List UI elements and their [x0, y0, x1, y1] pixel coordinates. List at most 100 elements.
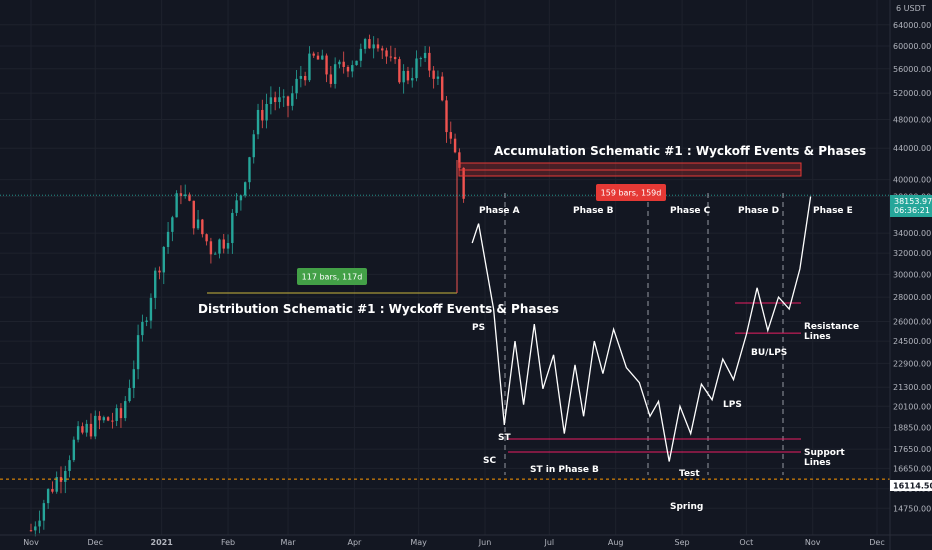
candle-body — [402, 70, 405, 83]
candle-body — [256, 109, 260, 135]
measure-box-green-label: 117 bars, 117d — [302, 273, 363, 282]
candle-body — [34, 526, 37, 531]
candle-body — [273, 97, 277, 103]
current-price-tag: 38153.97 06:36:21 — [890, 195, 932, 217]
candle-body — [355, 60, 358, 66]
candle-body — [359, 48, 363, 61]
candle-body — [282, 96, 285, 98]
price-tick-label: 16650.00 — [893, 464, 931, 473]
price-tick-label: 21300.00 — [893, 383, 931, 392]
candle-body — [308, 53, 311, 81]
candle-body — [265, 104, 268, 121]
time-tick-label: Sep — [675, 538, 690, 547]
candle-body — [321, 55, 324, 60]
phase-label: Phase A — [479, 206, 520, 216]
candle-body — [368, 39, 371, 49]
measure-box-green[interactable]: 117 bars, 117d — [297, 268, 367, 285]
candle-body — [111, 420, 114, 422]
candle-body — [243, 182, 247, 196]
time-tick-label: Jul — [543, 538, 554, 547]
price-tick-label: 40000.00 — [893, 176, 931, 185]
candle-body — [381, 48, 384, 51]
candle-body — [188, 194, 191, 201]
candle-body — [269, 97, 273, 105]
wyckoff-projection-path — [471, 196, 812, 462]
candle-body — [252, 134, 255, 158]
price-tick-label: 22900.00 — [893, 359, 931, 368]
event-label: SC — [483, 456, 496, 466]
candle-body — [166, 231, 170, 247]
event-label: Spring — [670, 502, 703, 512]
candle-body — [231, 212, 234, 244]
candle-body — [423, 52, 427, 59]
candle-body — [462, 167, 465, 199]
candle-body — [406, 70, 410, 81]
candle-body — [235, 200, 238, 213]
candle-body — [398, 59, 401, 83]
candle-body — [303, 75, 307, 81]
candle-body — [453, 138, 457, 153]
candle-body — [329, 74, 333, 84]
candle-body — [458, 152, 461, 168]
candle-body — [325, 55, 328, 75]
support-price-tag: 16114.50 — [890, 480, 932, 491]
candle-body — [72, 439, 76, 461]
measure-box-red[interactable]: 159 bars, 159d — [596, 184, 666, 201]
price-tick-label: 48000.00 — [893, 116, 931, 125]
candle-body — [141, 321, 144, 336]
candle-body — [351, 65, 354, 72]
time-axis-ticks[interactable]: Nov Dec 2021 Feb Mar Apr May Jun Jul Aug Sep Oct Nov… — [23, 538, 885, 547]
current-price-countdown: 06:36:21 — [894, 206, 930, 215]
time-tick-label: Dec — [869, 538, 884, 547]
candle-body — [248, 157, 251, 183]
time-tick-label: Dec — [88, 538, 103, 547]
event-label: ST in Phase B — [530, 465, 599, 475]
candle-body — [128, 388, 131, 402]
candle-body — [411, 78, 414, 81]
candle-body — [158, 270, 161, 273]
candle-body — [338, 61, 341, 65]
candles — [29, 34, 465, 537]
candle-body — [316, 55, 320, 60]
price-tick-label: 18850.00 — [893, 423, 931, 432]
price-axis[interactable] — [890, 0, 932, 535]
price-tick-label: 14750.00 — [893, 504, 931, 513]
candle-body — [64, 470, 67, 482]
candle-body — [205, 234, 208, 242]
candle-body — [209, 241, 213, 255]
time-tick-label: Apr — [347, 538, 362, 547]
candle-body — [445, 100, 448, 133]
distribution-title: Distribution Schematic #1 : Wyckoff Even… — [198, 302, 559, 316]
price-tick-label: 60000.00 — [893, 42, 931, 51]
candle-body — [432, 70, 435, 79]
candle-body — [171, 217, 174, 232]
candle-body — [295, 78, 298, 94]
candle-body — [179, 193, 183, 197]
candle-body — [291, 93, 294, 106]
time-tick-label: Jun — [478, 538, 492, 547]
accumulation-title: Accumulation Schematic #1 : Wyckoff Even… — [494, 144, 866, 158]
price-tick-label: 24500.00 — [893, 337, 931, 346]
price-tick-label: 26000.00 — [893, 318, 931, 327]
candle-body — [38, 520, 41, 527]
time-tick-label: Aug — [608, 538, 624, 547]
candle-body — [393, 57, 397, 60]
time-tick-label: 2021 — [151, 538, 174, 547]
candle-body — [376, 44, 380, 49]
event-label: LPS — [723, 400, 742, 410]
candle-body — [333, 64, 337, 84]
time-tick-label: Oct — [739, 538, 753, 547]
price-tick-label: 56000.00 — [893, 65, 931, 74]
candle-body — [102, 417, 106, 421]
phase-label: Phase E — [813, 206, 853, 216]
candle-body — [218, 239, 221, 254]
candle-body — [124, 401, 127, 419]
candle-body — [162, 246, 165, 273]
candle-body — [85, 423, 88, 433]
price-tick-label: 20100.00 — [893, 402, 931, 411]
time-tick-label: Nov — [23, 538, 39, 547]
price-axis-unit: 6 USDT — [896, 4, 926, 13]
candle-body — [184, 194, 187, 197]
time-tick-label: Feb — [221, 538, 235, 547]
